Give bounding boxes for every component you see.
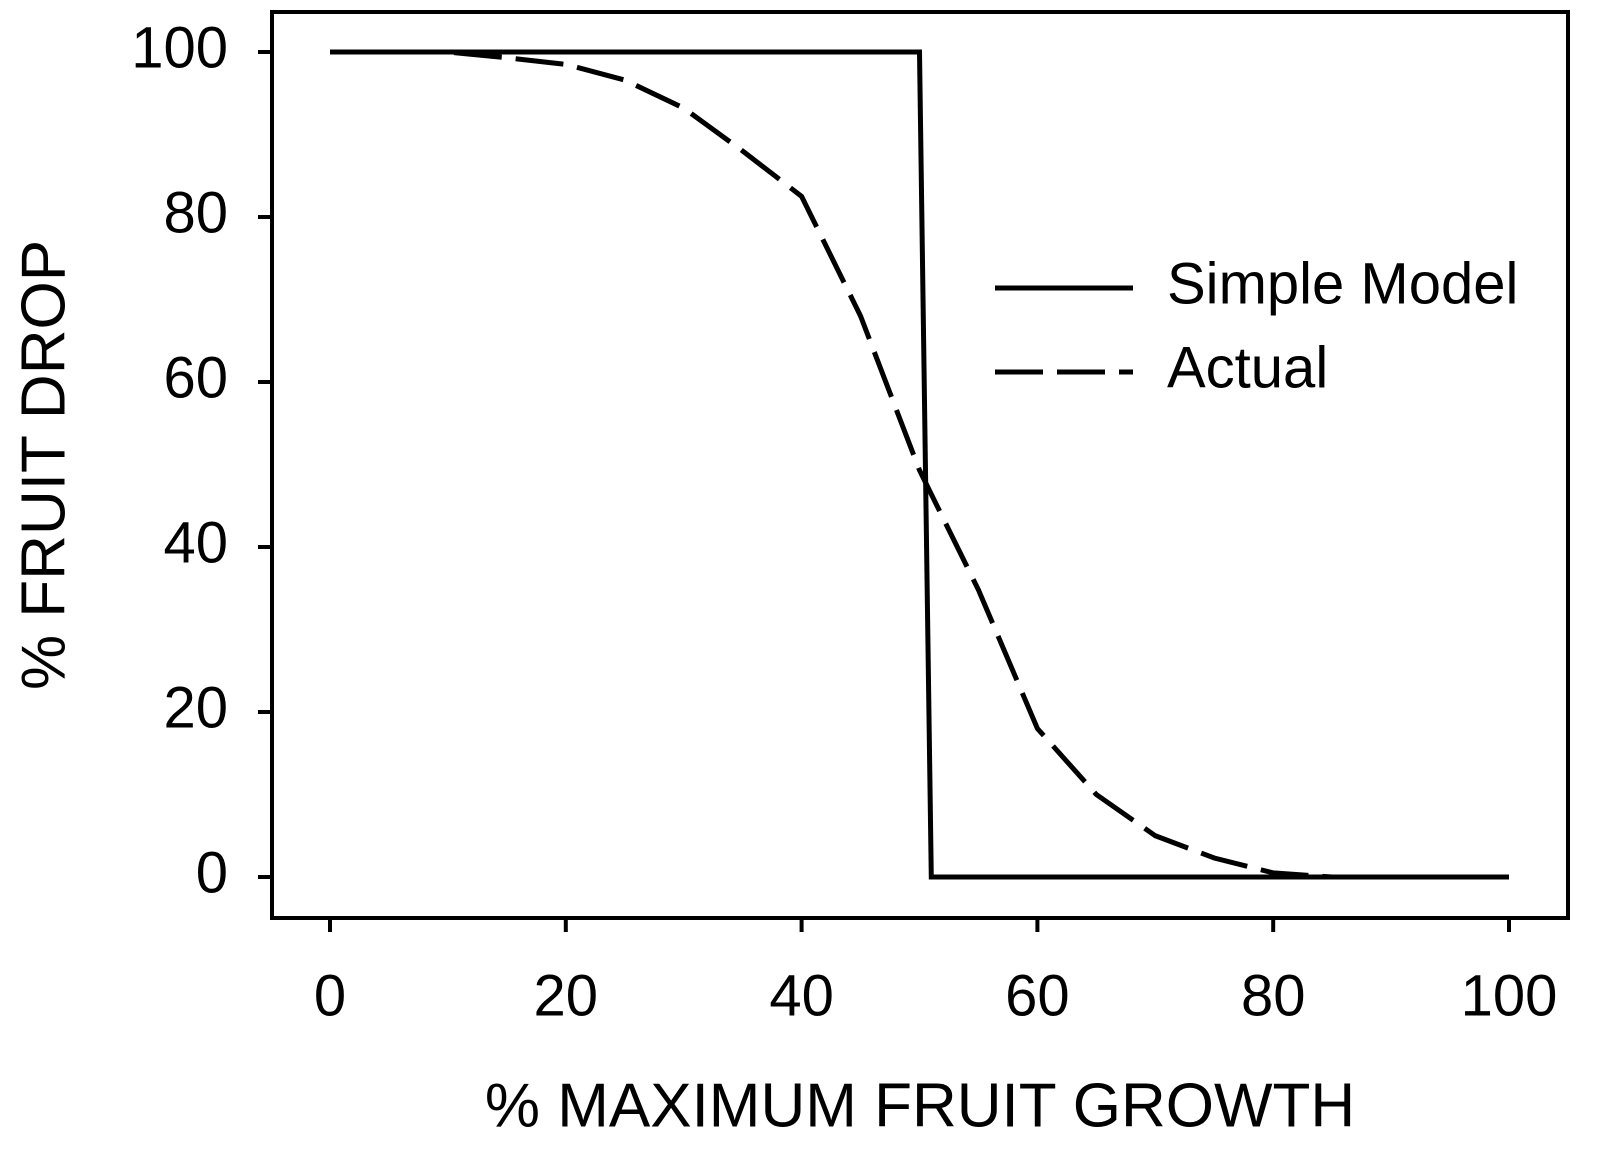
x-tick-label: 60 [1005,963,1070,1028]
legend-label: Actual [1167,335,1328,400]
x-tick-label: 0 [314,963,346,1028]
legend-label: Simple Model [1167,251,1518,316]
x-tick-label: 100 [1461,963,1558,1028]
y-tick-label: 80 [163,180,228,245]
y-tick-label: 0 [196,840,228,905]
plot-frame [270,10,1570,920]
y-tick-label: 20 [163,675,228,740]
series-line [330,49,1509,880]
x-tick-label: 40 [769,963,834,1028]
x-tick-label: 80 [1241,963,1306,1028]
x-axis-title: % MAXIMUM FRUIT GROWTH [485,1071,1355,1140]
series-line [330,49,1509,880]
y-tick-label: 100 [131,15,228,80]
legend: Simple Model Actual [995,251,1518,400]
x-tick-label: 20 [534,963,599,1028]
y-axis-title: % FRUIT DROP [9,240,78,690]
y-tick-label: 40 [163,510,228,575]
y-tick-label: 60 [163,345,228,410]
